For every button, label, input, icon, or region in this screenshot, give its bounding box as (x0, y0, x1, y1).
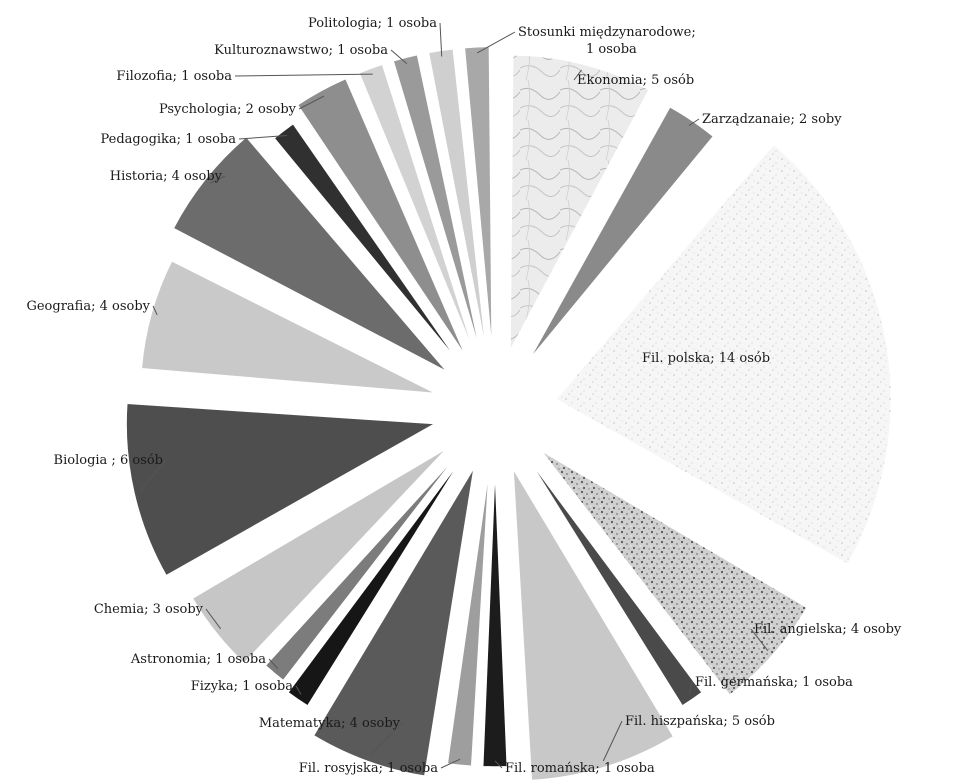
slice-label: Pedagogika; 1 osoba (101, 132, 237, 147)
slice-label: Fil. polska; 14 osób (642, 351, 770, 366)
leader-line (440, 758, 461, 769)
pie-slice-astronomia (264, 457, 456, 681)
pie-slice-fil-rosyjska (446, 471, 490, 767)
pie-slice-zarządzanie (529, 106, 714, 360)
pie-slice-ekonomia (509, 54, 650, 351)
leader-line (476, 31, 516, 54)
slice-label: Historia; 4 osoby (110, 169, 223, 184)
pie-slice-geografia (141, 260, 436, 394)
slice-label: Astronomia; 1 osoba (130, 652, 266, 667)
leader-lines (139, 22, 769, 769)
pie-slice-fil-hiszpańska (512, 468, 675, 781)
slice-label: Fil. rosyjska; 1 osoba (299, 761, 439, 776)
slice-label: Chemia; 3 osoby (94, 602, 204, 617)
slice-label: Matematyka; 4 osoby (259, 716, 401, 731)
leader-line (688, 681, 693, 695)
leader-line (573, 69, 582, 81)
slice-label: Fil. hiszpańska; 5 osób (625, 714, 775, 729)
slice-label: Fil. romańska; 1 osoba (505, 761, 655, 776)
slice-label: Biologia ; 6 osób (54, 453, 163, 468)
slice-label: Fil. angielska; 4 osoby (754, 622, 902, 637)
slice-label: Psychologia; 2 osoby (159, 102, 297, 117)
slice-label: Stosunki międzynarodowe; 1 osoba (518, 25, 696, 57)
leader-line (369, 722, 404, 756)
pie-slice-politologia (428, 48, 487, 349)
pie-slice-fizyka (287, 460, 461, 707)
pie-slice-chemia (191, 448, 447, 664)
leader-line (238, 135, 288, 140)
leader-line (494, 760, 503, 769)
leader-line (602, 720, 623, 762)
slice-labels: Ekonomia; 5 osób Zarządzanaie; 2 soby Fil.… (26, 16, 901, 776)
leader-line (234, 73, 373, 77)
leader-line (295, 685, 302, 695)
leader-line (750, 628, 769, 652)
leader-line (688, 118, 700, 126)
leader-line (152, 305, 158, 316)
slice-label: Zarządzanaie; 2 soby (702, 112, 842, 127)
slice-label: Filozofia; 1 osoba (116, 69, 232, 84)
pie-slices (125, 46, 892, 781)
pie-slice-biologia (125, 402, 437, 577)
slice-label: Ekonomia; 5 osób (577, 73, 694, 88)
pie-slice-fil-angielska (541, 450, 808, 696)
pie-slice-matematyka (313, 468, 475, 777)
leader-line (439, 22, 443, 57)
slice-label: Fil. germańska; 1 osoba (695, 675, 853, 690)
pie-slice-pedagogika (273, 123, 458, 361)
pie-slice-fil-germańska (529, 460, 703, 707)
pie-slice-psychologia (297, 78, 466, 356)
pie-slice-fil-romańska (482, 471, 508, 768)
slice-label: Fizyka; 1 osoba (191, 679, 294, 694)
leader-line (390, 49, 408, 64)
leader-line (139, 459, 167, 492)
slice-label: Geografia; 4 osoby (26, 299, 150, 314)
pie-slice-kulturoznawstwo (392, 54, 481, 351)
slice-label: Kulturoznawstwo; 1 osoba (214, 43, 388, 58)
leader-line (298, 95, 325, 110)
pie-slice-filozofia (358, 63, 475, 352)
leader-line (210, 175, 226, 184)
pie-slice-fil-polska (555, 143, 892, 565)
slice-label: Politologia; 1 osoba (308, 16, 437, 31)
leader-line (268, 658, 279, 670)
leader-line (205, 608, 222, 630)
